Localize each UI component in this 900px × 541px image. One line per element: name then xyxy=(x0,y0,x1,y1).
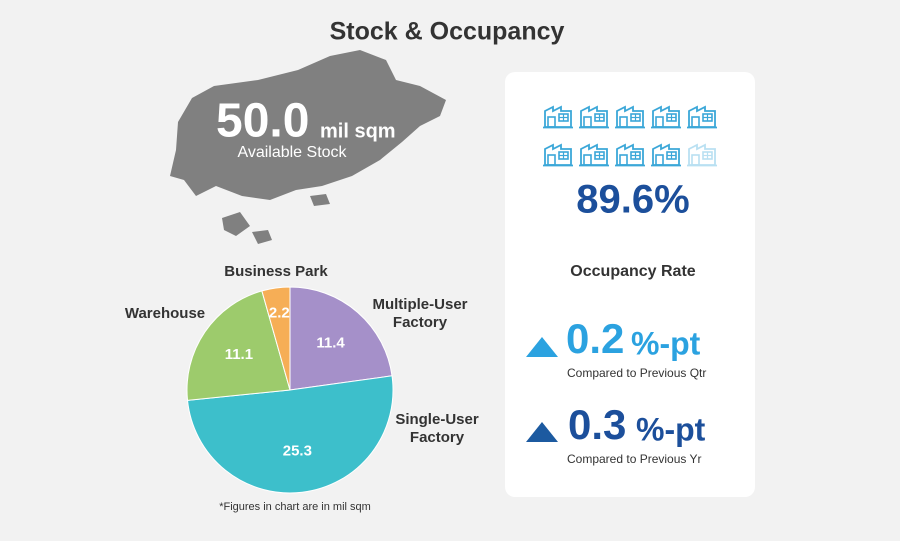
stock-unit: mil sqm xyxy=(320,120,396,142)
change-caption: Compared to Previous Yr xyxy=(567,452,702,466)
change-value: 0.3 xyxy=(568,401,626,448)
occupancy-card xyxy=(505,72,755,497)
up-arrow xyxy=(526,337,558,357)
occupancy-rate: 89.6% xyxy=(576,178,689,222)
stock-value: 50.0 xyxy=(216,95,309,148)
pie-slice xyxy=(261,286,291,391)
chart-note: *Figures in chart are in mil sqm xyxy=(219,501,371,513)
slice-label: 11.1 xyxy=(225,346,253,363)
pie: 11.4 25.3 11.1 2.2 xyxy=(186,286,394,494)
page-title: Stock & Occupancy xyxy=(330,18,565,46)
change-value: 0.2 xyxy=(566,315,624,362)
up-arrow xyxy=(526,422,558,442)
map xyxy=(170,50,446,244)
category-label: Warehouse xyxy=(124,305,206,322)
category-label: Business Park xyxy=(224,263,328,280)
pie-slice xyxy=(289,286,393,391)
slice-label: 2.2 xyxy=(269,304,290,321)
change-unit: %-pt xyxy=(636,411,706,447)
pie-slice xyxy=(186,290,291,401)
stock-caption: Available Stock xyxy=(237,144,347,161)
slice-label: 11.4 xyxy=(316,334,345,351)
occupancy-label: Occupancy Rate xyxy=(570,263,695,280)
change-caption: Compared to Previous Qtr xyxy=(567,366,706,380)
change-unit: %-pt xyxy=(631,325,701,361)
slice-label: 25.3 xyxy=(283,442,312,459)
category-label: Single-User Factory xyxy=(395,411,479,446)
category-label: Multiple-User Factory xyxy=(372,296,468,331)
pie-slice xyxy=(186,375,394,494)
